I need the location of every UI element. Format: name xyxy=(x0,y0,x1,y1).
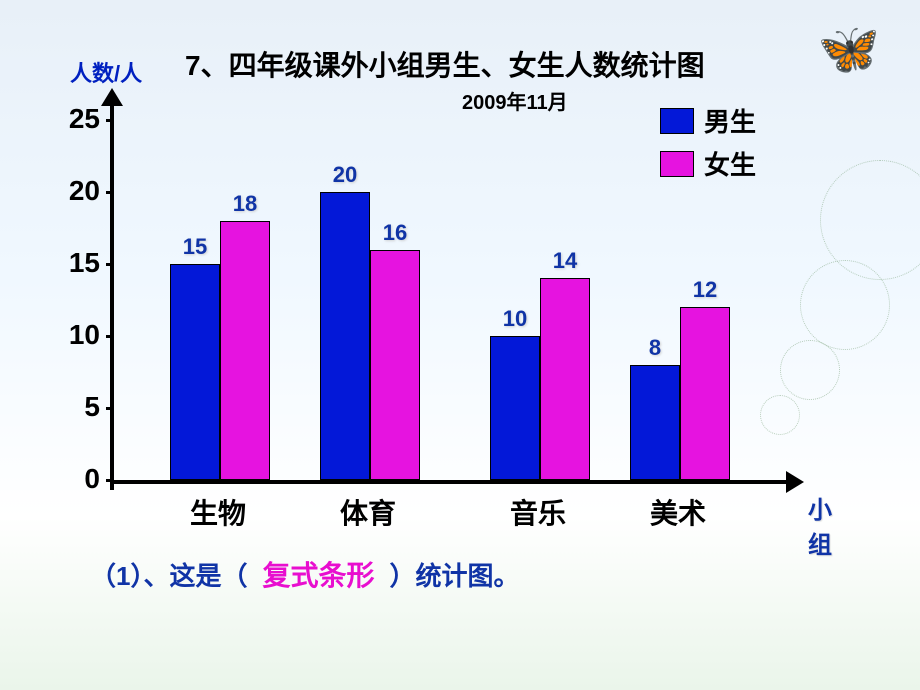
bar-value-label: 18 xyxy=(215,191,275,217)
bar-value-label: 15 xyxy=(165,234,225,260)
bar-value-label: 12 xyxy=(675,277,735,303)
y-tick xyxy=(106,263,114,266)
bar-value-label: 14 xyxy=(535,248,595,274)
y-axis xyxy=(110,100,114,490)
question-prefix: （1）、这是（ xyxy=(90,561,247,591)
bar xyxy=(220,221,270,480)
butterfly-icon: 🦋 xyxy=(818,20,880,79)
x-axis-arrow-icon xyxy=(786,471,804,493)
bar-value-label: 8 xyxy=(625,335,685,361)
question-line: （1）、这是（ 复式条形 ）统计图。 xyxy=(90,554,520,594)
bar-value-label: 20 xyxy=(315,162,375,188)
y-tick-label: 10 xyxy=(55,319,100,351)
y-tick xyxy=(106,335,114,338)
question-answer-text: 复式条形 xyxy=(262,560,374,591)
y-tick xyxy=(106,479,114,482)
deco-circle-2 xyxy=(800,260,890,350)
y-tick-label: 0 xyxy=(55,463,100,495)
bar xyxy=(370,250,420,480)
y-tick-label: 25 xyxy=(55,103,100,135)
category-label: 体育 xyxy=(340,492,396,532)
y-tick xyxy=(106,191,114,194)
bar xyxy=(320,192,370,480)
bar-value-label: 16 xyxy=(365,220,425,246)
chart-title: 7、四年级课外小组男生、女生人数统计图 xyxy=(185,44,705,84)
y-tick-label: 15 xyxy=(55,247,100,279)
y-tick xyxy=(106,119,114,122)
bar xyxy=(540,278,590,480)
bar xyxy=(680,307,730,480)
y-axis-label: 人数/人 xyxy=(70,56,142,88)
bar xyxy=(630,365,680,480)
x-axis-label: 小组 xyxy=(808,490,832,560)
category-label: 美术 xyxy=(650,492,706,532)
y-axis-arrow-icon xyxy=(101,88,123,106)
question-suffix: ）统计图。 xyxy=(390,561,520,591)
question-answer: 复式条形 xyxy=(255,560,383,591)
y-tick-label: 5 xyxy=(55,391,100,423)
x-axis xyxy=(110,480,790,484)
category-label: 生物 xyxy=(190,492,246,532)
chart-area: 小组 05101520251518生物2016体育1014音乐812美术 xyxy=(110,100,810,500)
y-tick xyxy=(106,407,114,410)
category-label: 音乐 xyxy=(510,492,566,532)
bar xyxy=(490,336,540,480)
bar xyxy=(170,264,220,480)
bar-value-label: 10 xyxy=(485,306,545,332)
y-tick-label: 20 xyxy=(55,175,100,207)
